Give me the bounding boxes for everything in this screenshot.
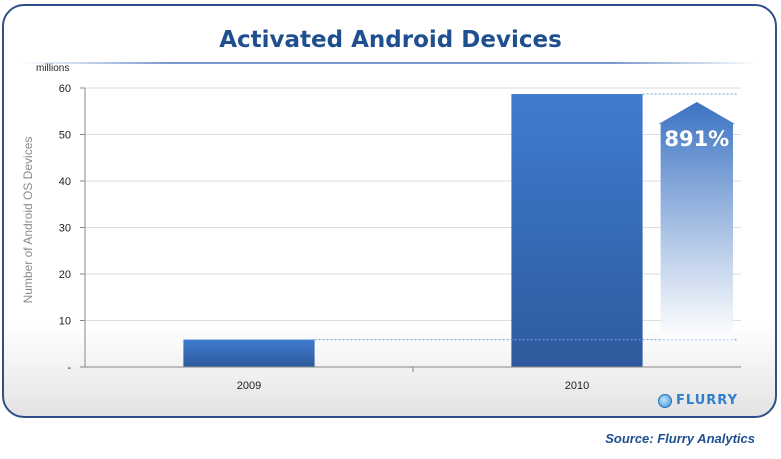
flurry-logo: FLURRY: [658, 393, 738, 408]
growth-label: 891%: [664, 127, 729, 151]
y-tick-label: 20: [59, 269, 71, 281]
chart-title: Activated Android Devices: [219, 27, 562, 53]
flurry-logo-icon: [658, 393, 672, 408]
y-tick-label: -: [67, 362, 71, 374]
flurry-logo-text: FLURRY: [676, 393, 738, 408]
y-axis-unit: millions: [36, 63, 70, 74]
source-note: Source: Flurry Analytics: [605, 431, 755, 446]
bar-2010: [511, 94, 643, 368]
y-tick-label: 50: [59, 130, 71, 142]
title-underline: [22, 62, 759, 64]
y-tick-label: 60: [59, 83, 71, 95]
x-tick-label: 2010: [565, 380, 589, 392]
y-tick-label: 10: [59, 316, 71, 328]
y-tick-label: 30: [59, 223, 71, 235]
growth-arrow: [658, 102, 735, 340]
bar-2009: [183, 339, 315, 367]
x-tick-label: 2009: [237, 380, 261, 392]
y-tick-label: 40: [59, 176, 71, 188]
chart-frame: [2, 4, 777, 418]
